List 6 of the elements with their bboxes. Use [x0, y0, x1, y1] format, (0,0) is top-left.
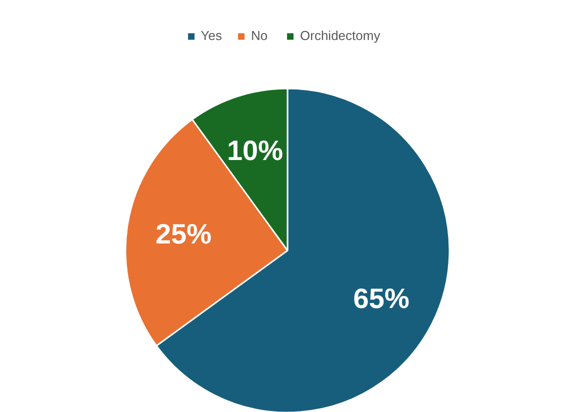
data-label: 10%: [226, 134, 284, 166]
data-label: 25%: [155, 218, 212, 250]
legend-label: Orchidectomy: [300, 28, 380, 43]
legend-label: Yes: [200, 28, 222, 43]
legend-label: No: [251, 28, 269, 43]
data-label: 65%: [353, 282, 410, 314]
